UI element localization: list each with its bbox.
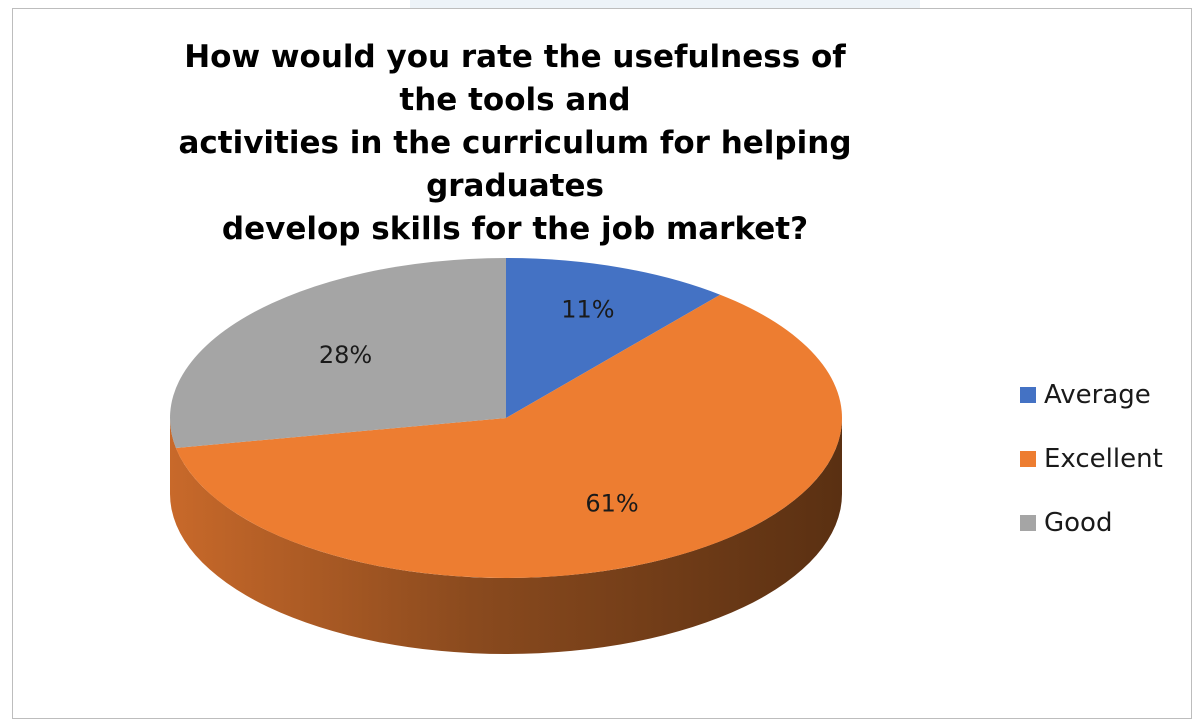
legend-item-excellent: Excellent xyxy=(1020,442,1163,506)
legend: Average Excellent Good xyxy=(1020,378,1163,570)
legend-swatch-average xyxy=(1020,387,1036,403)
legend-item-good: Good xyxy=(1020,506,1163,570)
chart-title-line-3: develop skills for the job market? xyxy=(221,211,809,247)
legend-label-excellent: Excellent xyxy=(1044,444,1163,474)
legend-swatch-good xyxy=(1020,515,1036,531)
legend-label-good: Good xyxy=(1044,508,1113,538)
legend-item-average: Average xyxy=(1020,378,1163,442)
pie-slice-average xyxy=(506,258,721,418)
data-label-good: 28% xyxy=(319,341,372,369)
pie-slice-excellent xyxy=(175,294,843,579)
chart-title-line-2: activities in the curriculum for helping… xyxy=(178,125,852,204)
chart-title-line-1: How would you rate the usefulness of the… xyxy=(184,39,846,118)
chart-title: How would you rate the usefulness of the… xyxy=(150,36,880,251)
legend-swatch-excellent xyxy=(1020,451,1036,467)
data-label-average: 11% xyxy=(561,296,614,324)
legend-label-average: Average xyxy=(1044,380,1151,410)
pie-slice-good xyxy=(169,258,506,448)
data-label-excellent: 61% xyxy=(585,489,638,517)
pie-side-excellent xyxy=(170,418,842,654)
